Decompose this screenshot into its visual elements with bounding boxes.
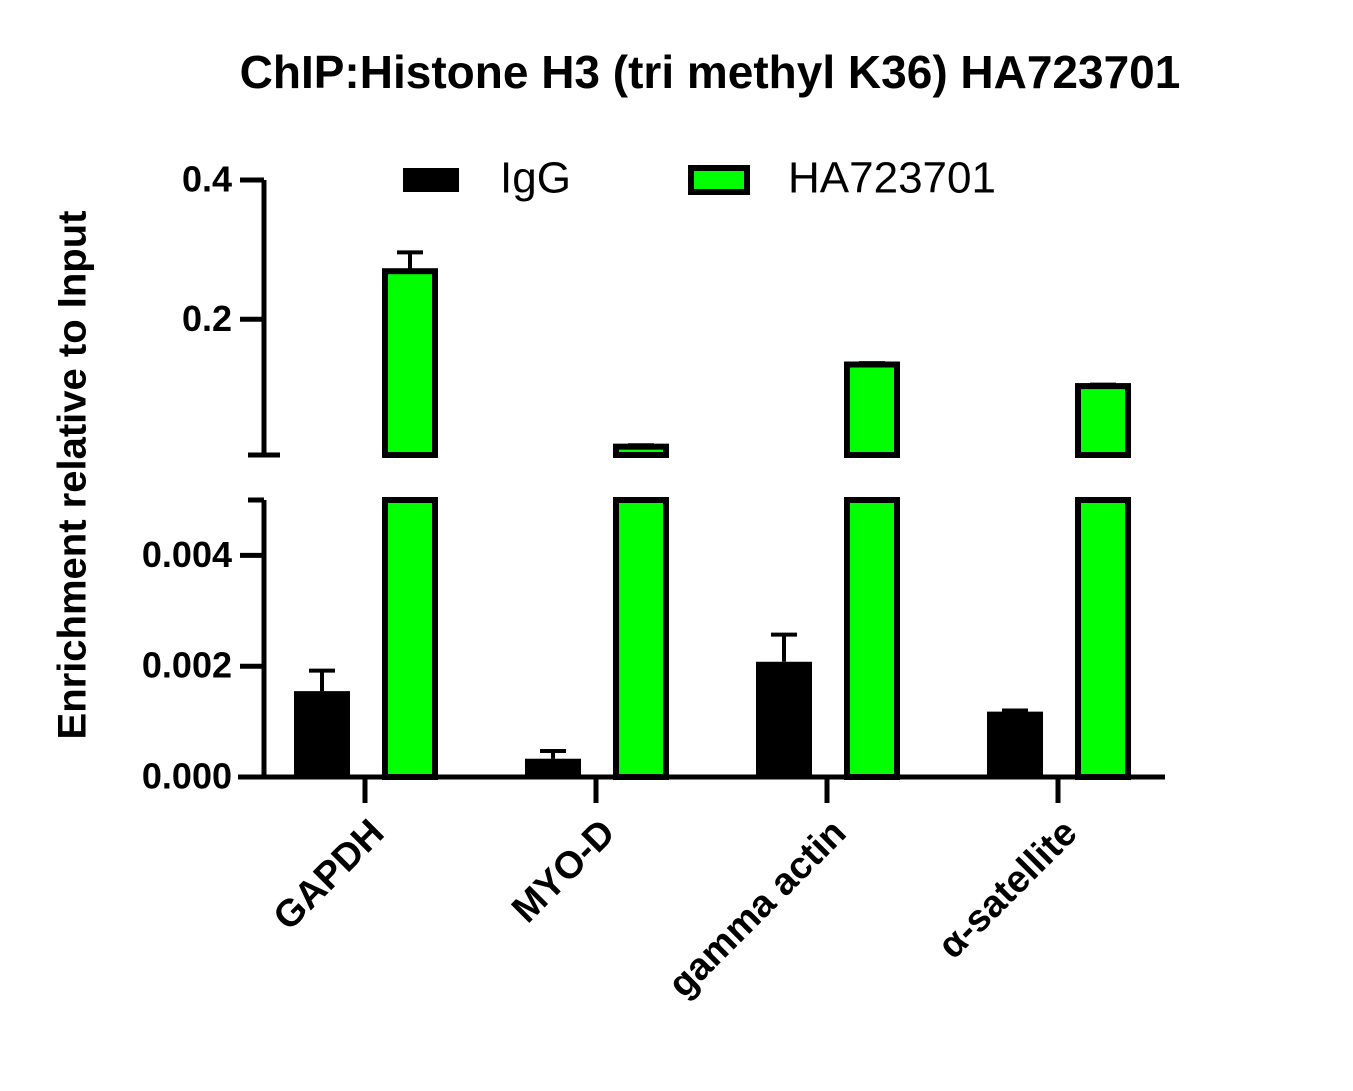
y-tick-label: 0.002 [142,645,232,686]
error-bar [771,632,797,662]
bar [294,691,350,777]
error-bar [397,250,423,272]
bar [844,361,900,459]
legend-swatch [688,165,750,195]
legend-label: IgG [500,154,571,203]
y-tick-label: 0.004 [142,534,232,575]
bar [382,497,438,780]
error-bar [1090,382,1116,387]
bar [756,661,812,777]
chart-title: ChIP:Histone H3 (tri methyl K36) HA72370… [240,46,1181,98]
error-bar [859,361,885,366]
bar [1075,383,1131,459]
bar [1075,497,1131,780]
x-tick-label: α-satellite [930,812,1085,967]
bar [613,443,669,458]
y-axis-label: Enrichment relative to Input [51,211,95,740]
y-tick-label: 0.000 [142,756,232,797]
bar [613,497,669,780]
y-tick-label: 0.4 [182,159,232,200]
error-bar [309,668,335,692]
error-bar [628,443,654,448]
error-bar [540,748,566,759]
legend-swatch [403,168,459,192]
x-tick-label: GAPDH [266,812,393,939]
x-tick-label: MYO-D [504,812,623,931]
legend-label: HA723701 [788,154,996,203]
bar [987,711,1043,777]
y-tick-label: 0.2 [182,298,232,339]
bar [382,268,438,459]
bar [525,758,581,777]
bar [844,497,900,780]
x-tick-label: gamma actin [660,812,854,1006]
error-bar [1002,708,1028,713]
